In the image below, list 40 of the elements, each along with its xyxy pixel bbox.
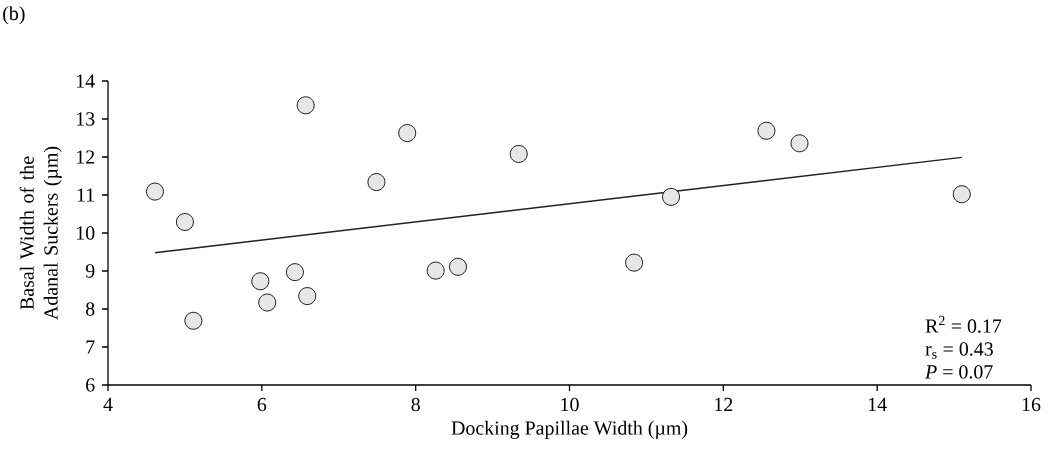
point — [398, 124, 417, 142]
x-tick-label: 8 — [411, 397, 420, 412]
point — [952, 185, 971, 204]
x-tick-label: 4 — [103, 397, 113, 411]
y-tick-label: 12 — [77, 150, 95, 164]
point — [367, 173, 386, 192]
point — [298, 287, 317, 306]
annotation: r$_{s}$ = 0.43 — [925, 342, 993, 359]
x-tick-label: 6 — [257, 397, 267, 412]
y-tick-label: 9 — [85, 264, 95, 278]
x-tick-label: 16 — [1022, 397, 1041, 412]
point — [426, 261, 445, 280]
y-tick-label: 7 — [86, 340, 95, 354]
point — [509, 144, 528, 163]
point — [625, 253, 644, 272]
y-axis-title: Basal Width of the Adanal Suckers (µm) — [19, 146, 62, 320]
point — [145, 182, 164, 201]
y-tick-label: 10 — [77, 226, 95, 240]
point — [175, 213, 194, 231]
point — [757, 121, 776, 140]
annotation: P = 0.07 — [924, 365, 993, 379]
point — [258, 293, 277, 312]
point — [251, 272, 270, 291]
point — [662, 187, 680, 206]
y-tick-label: 6 — [86, 378, 95, 392]
x-tick-label: 14 — [868, 397, 887, 411]
chart-title: (b) — [3, 6, 25, 25]
point — [285, 263, 304, 282]
x-tick-label: 10 — [561, 397, 579, 412]
x-tick-label: 12 — [715, 397, 733, 412]
y-tick-label: 14 — [77, 74, 95, 88]
annotation: R$^{2}$ = 0.17 — [925, 315, 1002, 333]
point — [449, 257, 467, 276]
x-axis-title: Docking Papillae Width (µm) — [451, 420, 688, 439]
y-tick-label: 8 — [85, 302, 95, 316]
point — [790, 134, 809, 153]
point — [296, 96, 315, 115]
y-tick-label: 13 — [77, 112, 95, 126]
y-tick-label: 11 — [77, 188, 94, 202]
point — [184, 311, 203, 330]
